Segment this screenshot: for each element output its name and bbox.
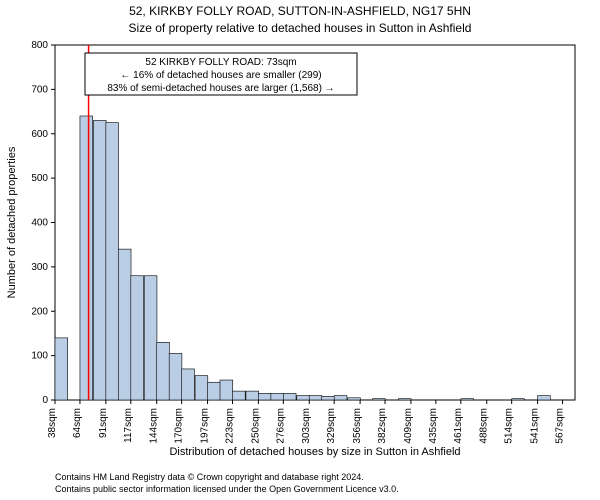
y-tick-label: 600 bbox=[31, 129, 48, 140]
y-tick-label: 100 bbox=[31, 351, 48, 362]
footer-line2: Contains public sector information licen… bbox=[55, 484, 399, 494]
y-tick-label: 500 bbox=[31, 173, 48, 184]
histogram-bar bbox=[538, 396, 551, 400]
x-tick-label: 409sqm bbox=[403, 408, 414, 444]
x-tick-label: 461sqm bbox=[453, 408, 464, 444]
x-tick-label: 356sqm bbox=[352, 408, 363, 444]
x-tick-label: 250sqm bbox=[250, 408, 261, 444]
x-tick-label: 117sqm bbox=[123, 408, 134, 443]
histogram-bar bbox=[169, 353, 182, 400]
histogram-bar bbox=[271, 393, 284, 400]
histogram-bar bbox=[182, 369, 195, 400]
y-tick-label: 0 bbox=[42, 395, 48, 406]
y-tick-label: 800 bbox=[31, 40, 48, 51]
histogram-bar bbox=[195, 376, 208, 400]
chart-title-line1: 52, KIRKBY FOLLY ROAD, SUTTON-IN-ASHFIEL… bbox=[129, 4, 471, 18]
histogram-bar bbox=[334, 396, 347, 400]
x-tick-label: 514sqm bbox=[504, 408, 515, 444]
y-tick-label: 300 bbox=[31, 262, 48, 273]
histogram-bar bbox=[157, 342, 170, 400]
histogram-bar bbox=[373, 399, 386, 400]
chart-container: 52, KIRKBY FOLLY ROAD, SUTTON-IN-ASHFIEL… bbox=[0, 0, 600, 500]
x-tick-label: 144sqm bbox=[149, 408, 160, 444]
histogram-bar bbox=[220, 380, 233, 400]
annotation-line2: ← 16% of detached houses are smaller (29… bbox=[120, 70, 321, 81]
x-tick-label: 223sqm bbox=[224, 408, 235, 444]
histogram-bar bbox=[55, 338, 68, 400]
histogram-bar bbox=[118, 249, 131, 400]
footer-line1: Contains HM Land Registry data © Crown c… bbox=[55, 472, 364, 482]
x-tick-label: 329sqm bbox=[326, 408, 337, 444]
histogram-bar bbox=[208, 382, 221, 400]
histogram-bar bbox=[106, 123, 119, 400]
annotation-line3: 83% of semi-detached houses are larger (… bbox=[107, 83, 334, 94]
y-tick-label: 700 bbox=[31, 84, 48, 95]
histogram-bar bbox=[246, 391, 259, 400]
histogram-bar bbox=[232, 391, 245, 400]
x-tick-label: 38sqm bbox=[47, 408, 58, 438]
x-tick-label: 382sqm bbox=[377, 408, 388, 444]
annotation-line1: 52 KIRKBY FOLLY ROAD: 73sqm bbox=[145, 57, 296, 68]
y-tick-label: 400 bbox=[31, 218, 48, 229]
histogram-bar bbox=[297, 396, 310, 400]
x-axis-label: Distribution of detached houses by size … bbox=[169, 446, 460, 458]
histogram-bar bbox=[131, 276, 144, 400]
histogram-bar bbox=[283, 393, 296, 400]
histogram-bar bbox=[93, 120, 106, 400]
histogram-bar bbox=[398, 399, 411, 400]
x-tick-label: 303sqm bbox=[301, 408, 312, 444]
x-tick-label: 197sqm bbox=[200, 408, 211, 444]
histogram-bar bbox=[309, 396, 322, 400]
histogram-bar bbox=[144, 276, 157, 400]
x-tick-label: 64sqm bbox=[72, 408, 83, 438]
x-tick-label: 435sqm bbox=[428, 408, 439, 444]
chart-title-line2: Size of property relative to detached ho… bbox=[129, 21, 472, 35]
histogram-svg: 52, KIRKBY FOLLY ROAD, SUTTON-IN-ASHFIEL… bbox=[0, 0, 600, 500]
x-tick-label: 488sqm bbox=[479, 408, 490, 444]
histogram-bar bbox=[512, 399, 525, 400]
x-tick-label: 541sqm bbox=[530, 408, 541, 444]
x-tick-label: 170sqm bbox=[174, 408, 185, 444]
x-tick-label: 276sqm bbox=[275, 408, 286, 444]
histogram-bar bbox=[348, 398, 361, 400]
histogram-bar bbox=[322, 396, 335, 400]
histogram-bar bbox=[258, 393, 271, 400]
x-tick-label: 91sqm bbox=[98, 408, 109, 438]
histogram-bar bbox=[80, 116, 93, 400]
histogram-bar bbox=[461, 399, 474, 400]
y-axis-label: Number of detached properties bbox=[6, 146, 18, 298]
x-tick-label: 567sqm bbox=[555, 408, 566, 444]
y-tick-label: 200 bbox=[31, 306, 48, 317]
